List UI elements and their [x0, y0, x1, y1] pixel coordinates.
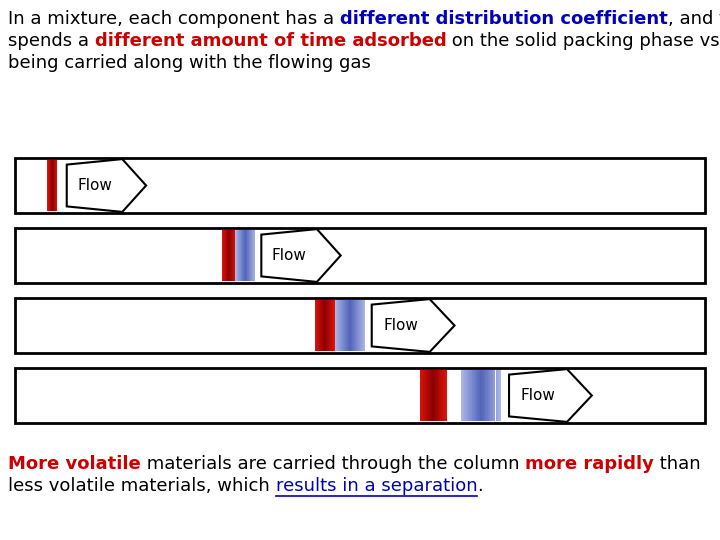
- Bar: [424, 370, 425, 421]
- Bar: [359, 300, 360, 351]
- Bar: [467, 370, 468, 421]
- Bar: [343, 300, 344, 351]
- Bar: [442, 370, 443, 421]
- Bar: [336, 300, 338, 351]
- Text: Flow: Flow: [383, 318, 418, 333]
- Text: , and thus: , and thus: [667, 10, 720, 28]
- Bar: [354, 300, 355, 351]
- Bar: [441, 370, 442, 421]
- Bar: [420, 370, 421, 421]
- Polygon shape: [509, 369, 592, 422]
- Bar: [356, 300, 357, 351]
- Text: than: than: [654, 455, 701, 473]
- Bar: [435, 370, 436, 421]
- Bar: [476, 370, 477, 421]
- Text: different amount of time adsorbed: different amount of time adsorbed: [95, 32, 446, 50]
- Bar: [480, 370, 481, 421]
- Bar: [471, 370, 472, 421]
- Text: results in a separation: results in a separation: [276, 477, 477, 495]
- Bar: [357, 300, 359, 351]
- Bar: [487, 370, 489, 421]
- Text: Flow: Flow: [521, 388, 555, 403]
- Bar: [484, 370, 485, 421]
- Bar: [477, 370, 479, 421]
- Bar: [444, 370, 445, 421]
- Bar: [15, 368, 705, 423]
- Bar: [490, 370, 492, 421]
- Bar: [468, 370, 469, 421]
- Bar: [352, 300, 354, 351]
- Bar: [439, 370, 441, 421]
- Bar: [497, 370, 498, 421]
- Bar: [15, 298, 705, 353]
- Bar: [494, 370, 495, 421]
- Bar: [351, 300, 352, 351]
- Bar: [469, 370, 471, 421]
- Bar: [361, 300, 362, 351]
- Bar: [15, 228, 705, 283]
- Bar: [465, 370, 467, 421]
- Text: being carried along with the flowing gas: being carried along with the flowing gas: [8, 54, 371, 72]
- Bar: [481, 370, 482, 421]
- Polygon shape: [67, 159, 146, 212]
- Bar: [425, 370, 426, 421]
- Bar: [489, 370, 490, 421]
- Bar: [485, 370, 486, 421]
- Bar: [362, 300, 364, 351]
- Bar: [493, 370, 494, 421]
- Bar: [436, 370, 437, 421]
- Bar: [428, 370, 430, 421]
- Bar: [427, 370, 428, 421]
- Bar: [472, 370, 473, 421]
- Text: More volatile: More volatile: [8, 455, 140, 473]
- Bar: [347, 300, 348, 351]
- Bar: [486, 370, 487, 421]
- Bar: [341, 300, 342, 351]
- Bar: [495, 370, 497, 421]
- Bar: [349, 300, 351, 351]
- Bar: [474, 370, 476, 421]
- Bar: [338, 300, 339, 351]
- Text: .: .: [477, 477, 483, 495]
- Text: Flow: Flow: [77, 178, 112, 193]
- Bar: [430, 370, 431, 421]
- Bar: [434, 370, 435, 421]
- Bar: [346, 300, 347, 351]
- Bar: [15, 158, 705, 213]
- Text: Flow: Flow: [271, 248, 307, 263]
- Bar: [482, 370, 484, 421]
- Bar: [438, 370, 439, 421]
- Bar: [498, 370, 500, 421]
- Bar: [433, 370, 434, 421]
- Bar: [492, 370, 493, 421]
- Polygon shape: [261, 229, 341, 282]
- Text: spends a: spends a: [8, 32, 95, 50]
- Bar: [421, 370, 422, 421]
- Bar: [464, 370, 465, 421]
- Text: materials are carried through the column: materials are carried through the column: [140, 455, 525, 473]
- Bar: [364, 300, 365, 351]
- Polygon shape: [372, 299, 454, 352]
- Bar: [339, 300, 341, 351]
- Bar: [479, 370, 480, 421]
- Bar: [443, 370, 444, 421]
- Text: less volatile materials, which: less volatile materials, which: [8, 477, 276, 495]
- Bar: [437, 370, 438, 421]
- Bar: [473, 370, 474, 421]
- Bar: [432, 370, 433, 421]
- Bar: [445, 370, 446, 421]
- Text: on the solid packing phase vs.: on the solid packing phase vs.: [446, 32, 720, 50]
- Bar: [360, 300, 361, 351]
- Bar: [426, 370, 427, 421]
- Bar: [431, 370, 432, 421]
- Bar: [463, 370, 464, 421]
- Bar: [344, 300, 346, 351]
- Text: more rapidly: more rapidly: [525, 455, 654, 473]
- Bar: [423, 370, 424, 421]
- Text: In a mixture, each component has a: In a mixture, each component has a: [8, 10, 340, 28]
- Bar: [348, 300, 349, 351]
- Bar: [462, 370, 463, 421]
- Text: different distribution coefficient: different distribution coefficient: [340, 10, 667, 28]
